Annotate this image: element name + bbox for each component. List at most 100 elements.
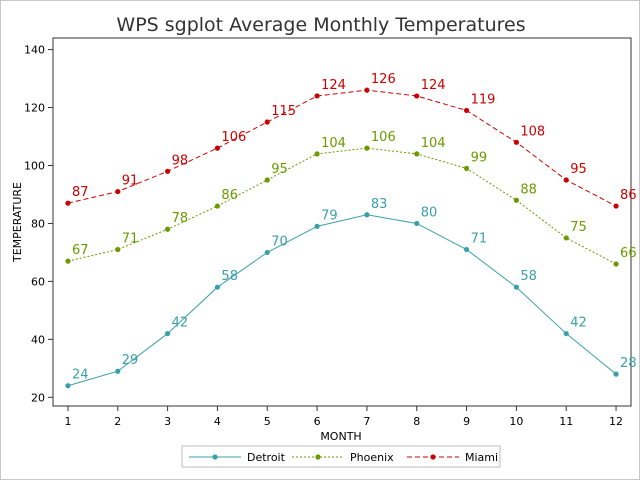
data-label: 86 (620, 188, 637, 203)
data-label: 79 (321, 208, 338, 223)
data-point (563, 177, 569, 183)
plot-area (52, 37, 632, 407)
series-detroit: 24 29 42 58 70 79 83 80 71 58 42 28 (65, 197, 637, 389)
data-point (563, 330, 569, 337)
data-point (115, 246, 121, 253)
data-point (364, 145, 370, 151)
x-tick-label: 7 (363, 415, 370, 428)
data-label: 106 (371, 130, 396, 145)
data-label: 115 (271, 104, 296, 119)
data-point (463, 246, 470, 253)
chart-title: WPS sgplot Average Monthly Temperatures (116, 14, 525, 36)
y-axis-label: TEMPERATURE (11, 182, 24, 263)
x-tick-label: 10 (509, 415, 523, 428)
data-label: 95 (570, 162, 587, 177)
y-tick-label: 100 (24, 159, 45, 172)
series-line (67, 89, 617, 207)
data-point (314, 223, 320, 229)
data-point (214, 284, 221, 290)
x-tick-label: 6 (314, 415, 321, 428)
data-point (264, 177, 270, 183)
y-tick-label: 40 (31, 333, 45, 346)
y-tick-label: 120 (24, 102, 45, 115)
data-point (214, 203, 221, 209)
legend-marker-miami (430, 454, 436, 460)
x-tick-label: 2 (114, 415, 121, 428)
x-tick-label: 3 (164, 415, 171, 428)
data-label: 66 (620, 246, 637, 261)
data-point (65, 200, 71, 206)
x-tick-label: 12 (609, 415, 623, 428)
y-axis: 20 40 60 80 100 120 140 (24, 44, 53, 404)
series-line (67, 214, 617, 387)
data-label: 24 (72, 368, 89, 383)
data-point (563, 235, 569, 241)
data-label: 104 (321, 136, 346, 151)
data-label: 124 (321, 78, 346, 93)
data-point (165, 226, 171, 232)
data-point (165, 330, 171, 337)
data-label: 83 (371, 197, 388, 212)
data-point (463, 165, 470, 171)
x-axis-label: MONTH (320, 430, 361, 443)
x-tick-label: 8 (413, 415, 420, 428)
data-label: 88 (520, 182, 537, 197)
data-point (613, 203, 619, 209)
data-label: 98 (172, 153, 189, 168)
data-label: 71 (122, 232, 139, 247)
y-tick-label: 80 (31, 217, 45, 230)
data-label: 42 (172, 316, 189, 331)
y-tick-label: 20 (31, 391, 45, 404)
x-tick-label: 9 (463, 415, 470, 428)
data-point (513, 139, 519, 145)
data-label: 75 (570, 220, 587, 235)
x-axis: 1 2 3 4 5 6 7 8 9 10 11 12 (64, 406, 623, 428)
legend-label-phoenix: Phoenix (350, 451, 394, 464)
data-point (364, 87, 370, 93)
legend-label-detroit: Detroit (247, 451, 286, 464)
data-point (414, 93, 420, 99)
data-point (214, 145, 221, 151)
series-line (67, 147, 617, 265)
data-label: 108 (520, 124, 545, 139)
x-tick-label: 11 (559, 415, 573, 428)
data-label: 104 (421, 136, 446, 151)
series-miami: 87 91 98 106 115 124 126 124 119 108 95 86 (65, 72, 637, 209)
data-label: 70 (271, 234, 288, 249)
legend-marker-phoenix (315, 454, 321, 460)
data-label: 67 (72, 243, 89, 258)
data-point (414, 220, 420, 227)
data-label: 119 (471, 92, 496, 107)
data-point (65, 258, 71, 264)
data-label: 58 (520, 269, 537, 284)
x-tick-label: 5 (264, 415, 271, 428)
legend-marker-detroit (212, 454, 218, 460)
data-label: 91 (122, 174, 139, 189)
data-point (613, 261, 619, 267)
data-point (364, 212, 370, 218)
data-point (314, 151, 320, 157)
data-point (264, 119, 270, 125)
data-point (613, 371, 619, 377)
series-layer: 24 29 42 58 70 79 83 80 71 58 42 28 67 71 78 86 95 104 106… (65, 72, 637, 389)
legend: Detroit Phoenix Miami (181, 445, 501, 468)
y-tick-label: 140 (24, 44, 45, 57)
data-label: 28 (620, 356, 637, 371)
series-phoenix: 67 71 78 86 95 104 106 104 99 88 75 66 (65, 130, 637, 267)
data-point (115, 368, 121, 374)
y-tick-label: 60 (31, 275, 45, 288)
data-point (165, 168, 171, 174)
legend-label-miami: Miami (465, 451, 498, 464)
data-label: 126 (371, 72, 396, 87)
data-label: 42 (570, 316, 587, 331)
x-tick-label: 4 (214, 415, 221, 428)
data-point (513, 197, 519, 203)
x-tick-label: 1 (64, 415, 71, 428)
data-point (414, 151, 420, 157)
data-label: 124 (421, 78, 446, 93)
data-point (314, 93, 320, 99)
data-label: 71 (471, 232, 488, 247)
data-label: 95 (271, 162, 288, 177)
